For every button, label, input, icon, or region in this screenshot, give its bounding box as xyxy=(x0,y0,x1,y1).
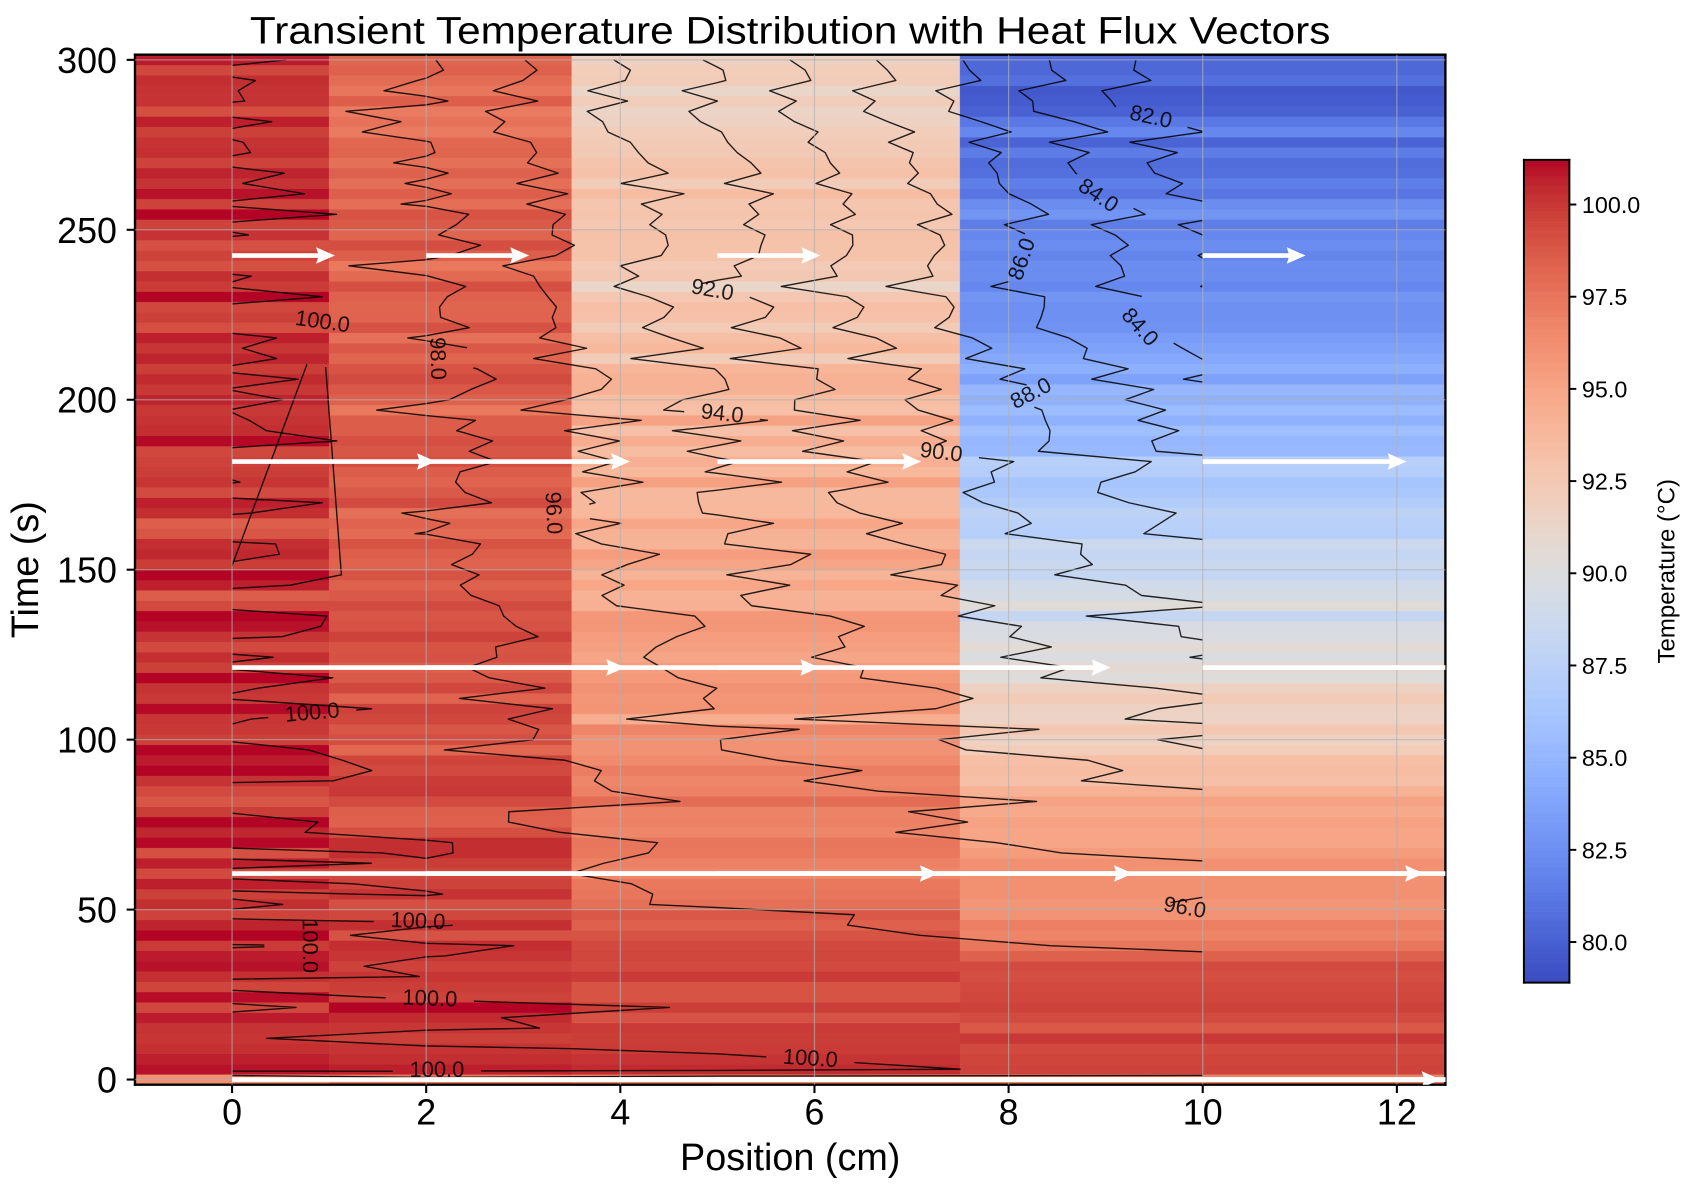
svg-text:80.0: 80.0 xyxy=(1582,929,1627,955)
svg-text:87.5: 87.5 xyxy=(1582,653,1627,679)
svg-text:50: 50 xyxy=(77,891,117,931)
svg-text:100.0: 100.0 xyxy=(782,1044,838,1072)
svg-text:250: 250 xyxy=(57,211,117,251)
svg-text:90.0: 90.0 xyxy=(919,437,964,467)
svg-text:Position (cm): Position (cm) xyxy=(680,1137,900,1179)
svg-text:200: 200 xyxy=(57,381,117,421)
svg-text:100.0: 100.0 xyxy=(390,907,446,934)
svg-text:Temperature (°C): Temperature (°C) xyxy=(1653,479,1680,663)
svg-text:92.5: 92.5 xyxy=(1582,469,1627,495)
svg-text:0: 0 xyxy=(222,1093,242,1133)
svg-text:100: 100 xyxy=(57,721,117,761)
svg-text:8: 8 xyxy=(999,1093,1019,1133)
svg-text:94.0: 94.0 xyxy=(700,398,745,427)
svg-text:Time (s): Time (s) xyxy=(5,501,47,638)
svg-text:Transient Temperature Distribu: Transient Temperature Distribution with … xyxy=(250,11,1331,53)
svg-text:98.0: 98.0 xyxy=(425,337,451,380)
svg-text:300: 300 xyxy=(57,41,117,81)
svg-text:95.0: 95.0 xyxy=(1582,376,1627,402)
svg-text:100.0: 100.0 xyxy=(402,984,458,1011)
svg-text:96.0: 96.0 xyxy=(541,491,568,535)
svg-text:150: 150 xyxy=(57,551,117,591)
svg-text:10: 10 xyxy=(1183,1093,1223,1133)
svg-text:0: 0 xyxy=(97,1061,117,1101)
svg-text:97.5: 97.5 xyxy=(1582,284,1627,310)
svg-text:100.0: 100.0 xyxy=(284,697,341,727)
svg-text:90.0: 90.0 xyxy=(1582,561,1627,587)
svg-text:100.0: 100.0 xyxy=(1582,192,1640,218)
svg-text:85.0: 85.0 xyxy=(1582,745,1627,771)
svg-text:100.0: 100.0 xyxy=(298,918,323,973)
svg-text:82.5: 82.5 xyxy=(1582,837,1627,863)
svg-text:4: 4 xyxy=(610,1093,630,1133)
svg-text:6: 6 xyxy=(804,1093,824,1133)
svg-text:12: 12 xyxy=(1377,1093,1417,1133)
svg-text:2: 2 xyxy=(416,1093,436,1133)
